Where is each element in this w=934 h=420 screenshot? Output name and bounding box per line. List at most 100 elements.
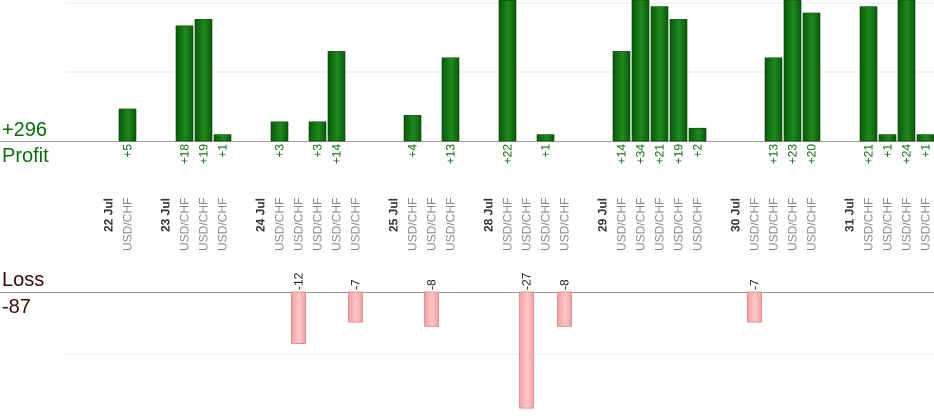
- profit-bar: [327, 51, 346, 142]
- bars: [118, 0, 934, 409]
- symbol-label: USD/CHF: [558, 198, 572, 251]
- symbol-label: USD/CHF: [653, 198, 667, 251]
- profit-value-label: +22: [501, 144, 515, 165]
- profit-bar: [802, 12, 821, 142]
- profit-bar: [897, 0, 916, 142]
- profit-bar: [194, 19, 213, 142]
- symbol-label: USD/CHF: [197, 198, 211, 251]
- profit-value-label: +3: [311, 144, 325, 158]
- profit-value-label: +21: [653, 144, 667, 165]
- date-label: 24 Jul: [254, 198, 268, 232]
- symbol-label: USD/CHF: [406, 198, 420, 251]
- profit-bar: [612, 51, 631, 142]
- loss-bar: [519, 291, 534, 409]
- profit-bar: [536, 134, 555, 142]
- profit-bar: [441, 57, 460, 142]
- profit-bar: [783, 0, 802, 142]
- date-label: 30 Jul: [729, 198, 743, 232]
- profit-label: Profit: [2, 145, 49, 167]
- profit-bar: [764, 57, 783, 142]
- profit-bar: [631, 0, 650, 142]
- profit-bar: [669, 19, 688, 142]
- symbol-label: USD/CHF: [178, 198, 192, 251]
- date-label: 28 Jul: [482, 198, 496, 232]
- profit-value-label: +19: [672, 144, 686, 165]
- profit-value-label: +1: [539, 144, 553, 158]
- symbol-label: USD/CHF: [501, 198, 515, 251]
- profit-value-label: +18: [178, 144, 192, 165]
- profit-bar: [308, 121, 327, 142]
- profit-bar: [859, 6, 878, 142]
- symbol-label: USD/CHF: [767, 198, 781, 251]
- profit-bar: [650, 6, 669, 142]
- profit-value-label: +1: [216, 144, 230, 158]
- profit-value-label: +4: [406, 144, 420, 158]
- profit-bar: [878, 134, 897, 142]
- symbol-label: USD/CHF: [216, 198, 230, 251]
- loss-value-label: -12: [292, 272, 306, 290]
- labels: 22 Jul 23 Jul 24 Jul 25 Jul 28 Jul 29 Jul 30 J…: [102, 144, 933, 290]
- symbol-label: USD/CHF: [520, 198, 534, 251]
- profit-bar: [270, 121, 289, 142]
- loss-bar: [291, 291, 306, 344]
- profit-value-label: +3: [273, 144, 287, 158]
- loss-value-label: -27: [520, 272, 534, 290]
- profit-value-label: +5: [121, 144, 135, 158]
- symbol-label: USD/CHF: [881, 198, 895, 251]
- date-label: 22 Jul: [102, 198, 116, 232]
- profit-value-label: +14: [615, 144, 629, 165]
- profit-value-label: +24: [900, 144, 914, 165]
- profit-bar: [118, 108, 137, 142]
- date-label: 29 Jul: [596, 198, 610, 232]
- symbol-label: USD/CHF: [672, 198, 686, 251]
- symbol-label: USD/CHF: [900, 198, 914, 251]
- profit-value-label: +14: [330, 144, 344, 165]
- profit-value-label: +13: [767, 144, 781, 165]
- profit-value-label: +20: [805, 144, 819, 165]
- symbol-label: USD/CHF: [444, 198, 458, 251]
- loss-bar: [348, 291, 363, 323]
- symbol-label: USD/CHF: [919, 198, 933, 251]
- loss-value-label: -8: [425, 279, 439, 290]
- symbol-label: USD/CHF: [311, 198, 325, 251]
- profit-value-label: +13: [444, 144, 458, 165]
- loss-bar: [747, 291, 762, 323]
- loss-value-label: -7: [748, 279, 762, 290]
- symbol-label: USD/CHF: [786, 198, 800, 251]
- date-label: 25 Jul: [387, 198, 401, 232]
- loss-bar: [557, 291, 572, 327]
- symbol-label: USD/CHF: [615, 198, 629, 251]
- loss-total: -87: [2, 296, 31, 318]
- profit-value-label: +2: [691, 144, 705, 158]
- profit-value-label: +19: [197, 144, 211, 165]
- axes: [0, 141, 934, 293]
- profit-bar: [498, 0, 517, 142]
- symbol-label: USD/CHF: [691, 198, 705, 251]
- loss-value-label: -8: [558, 279, 572, 290]
- profit-bar: [175, 25, 194, 142]
- profit-bar: [688, 127, 707, 142]
- profit-value-label: +1: [919, 144, 933, 158]
- symbol-label: USD/CHF: [273, 198, 287, 251]
- symbol-label: USD/CHF: [805, 198, 819, 251]
- symbol-label: USD/CHF: [634, 198, 648, 251]
- symbol-label: USD/CHF: [862, 198, 876, 251]
- date-label: 31 Jul: [843, 198, 857, 232]
- profit-value-label: +21: [862, 144, 876, 165]
- profit-bar: [403, 115, 422, 142]
- profit-value-label: +34: [634, 144, 648, 165]
- loss-label: Loss: [2, 269, 45, 291]
- symbol-label: USD/CHF: [292, 198, 306, 251]
- symbol-label: USD/CHF: [748, 198, 762, 251]
- symbol-label: USD/CHF: [121, 198, 135, 251]
- profit-total: +296: [2, 119, 48, 141]
- symbol-label: USD/CHF: [330, 198, 344, 251]
- loss-bar: [424, 291, 439, 327]
- loss-value-label: -7: [349, 279, 363, 290]
- symbol-label: USD/CHF: [539, 198, 553, 251]
- profit-value-label: +23: [786, 144, 800, 165]
- symbol-label: USD/CHF: [425, 198, 439, 251]
- profit-bar: [916, 134, 934, 142]
- profit-bar: [213, 134, 232, 142]
